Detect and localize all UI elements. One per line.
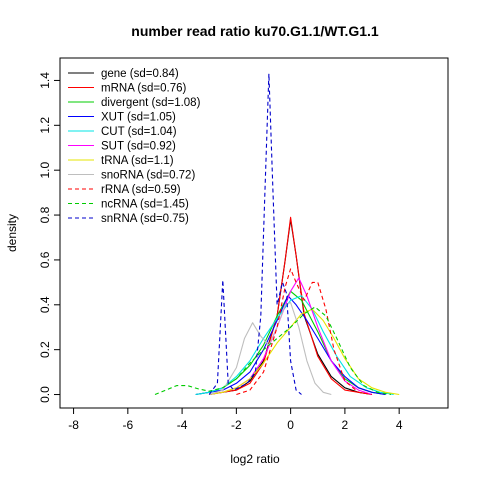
x-tick-label: -2 [231, 418, 242, 432]
legend-label: tRNA (sd=1.1) [101, 155, 174, 167]
series-lines [154, 73, 400, 396]
series-line-8 [236, 268, 373, 396]
legend-label: mRNA (sd=0.76) [101, 83, 186, 95]
y-tick-label: 0.4 [38, 296, 52, 313]
chart-title: number read ratio ku70.G1.1/WT.G1.1 [131, 23, 379, 39]
legend-label: snRNA (sd=0.75) [101, 213, 189, 225]
x-tick-label: -6 [122, 418, 133, 432]
x-tick-label: -8 [68, 418, 79, 432]
x-tick-label: 2 [342, 418, 349, 432]
y-axis: 0.0 0.2 0.4 0.6 0.8 1.0 1.2 1.4 [38, 72, 61, 403]
x-tick-label: 0 [287, 418, 294, 432]
y-axis-label: density [5, 214, 19, 252]
series-line-4 [195, 295, 394, 396]
series-line-7 [209, 302, 332, 396]
x-axis: -8 -6 -4 -2 0 2 4 [68, 407, 403, 432]
y-tick-label: 1.4 [38, 72, 52, 89]
y-tick-label: 0.8 [38, 206, 52, 223]
legend-label: CUT (sd=1.04) [101, 126, 177, 138]
x-tick-label: -4 [177, 418, 188, 432]
legend-label: divergent (sd=1.08) [101, 97, 201, 109]
legend-label: snoRNA (sd=0.72) [101, 170, 195, 182]
y-tick-label: 1.2 [38, 117, 52, 134]
x-axis-label: log2 ratio [230, 452, 280, 466]
x-tick-label: 4 [396, 418, 403, 432]
series-line-1 [209, 216, 373, 396]
legend-label: rRNA (sd=0.59) [101, 184, 181, 196]
y-tick-label: 1.0 [38, 162, 52, 179]
legend-label: XUT (sd=1.05) [101, 112, 176, 124]
legend-label: gene (sd=0.84) [101, 68, 179, 80]
y-tick-label: 0.6 [38, 251, 52, 268]
y-tick-label: 0.0 [38, 386, 52, 403]
series-line-9 [154, 306, 392, 396]
legend-label: SUT (sd=0.92) [101, 141, 176, 153]
y-tick-label: 0.2 [38, 341, 52, 358]
legend: gene (sd=0.84) mRNA (sd=0.76) divergent (s… [68, 68, 201, 225]
legend-label: ncRNA (sd=1.45) [101, 199, 189, 211]
